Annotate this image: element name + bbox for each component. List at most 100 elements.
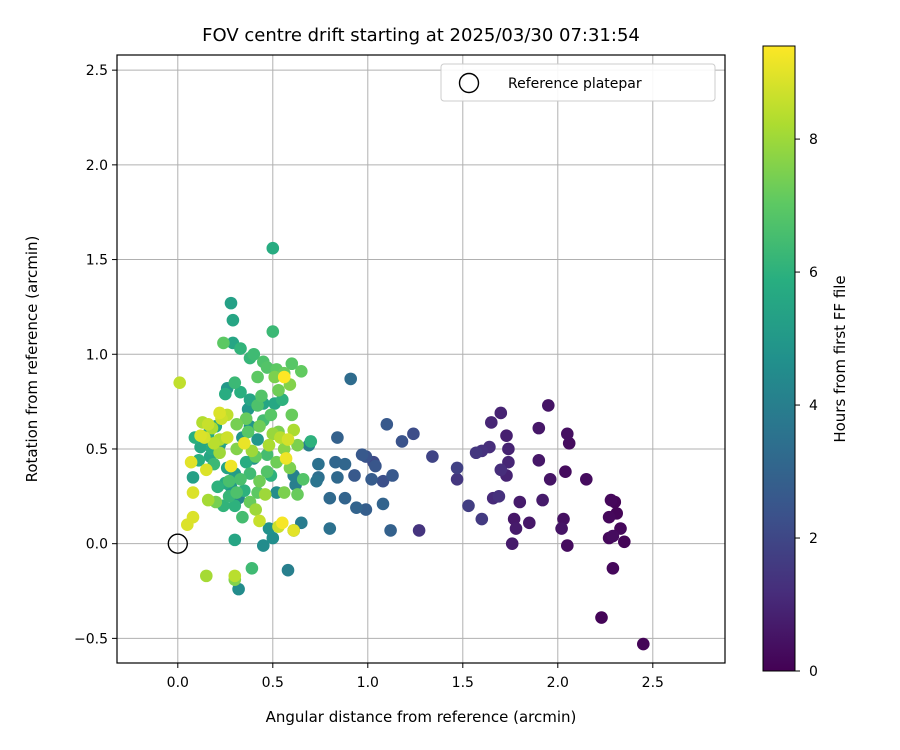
data-point — [279, 452, 293, 465]
data-point — [207, 436, 221, 450]
data-point — [386, 469, 399, 482]
data-point — [338, 491, 352, 505]
data-point — [241, 425, 255, 439]
data-point — [264, 408, 278, 422]
chart-title: FOV centre drift starting at 2025/03/30 … — [202, 25, 640, 46]
colorbar-tick-label: 2 — [809, 531, 818, 547]
data-point — [260, 465, 274, 478]
y-tick-label: 0.0 — [86, 537, 108, 553]
data-point — [450, 472, 464, 486]
data-point — [222, 474, 236, 488]
data-point — [543, 472, 557, 486]
data-point — [226, 313, 240, 327]
data-point — [312, 457, 325, 471]
x-tick-label: 1.5 — [452, 675, 474, 691]
data-point — [492, 490, 506, 503]
data-point — [287, 524, 301, 537]
data-point — [236, 510, 249, 524]
data-point — [281, 563, 295, 577]
data-point — [260, 448, 274, 461]
data-point — [239, 455, 253, 469]
colorbar-tick-label: 6 — [809, 265, 818, 281]
data-point — [426, 450, 439, 463]
data-point — [228, 533, 242, 547]
data-point — [365, 472, 378, 486]
data-point — [329, 455, 342, 469]
y-tick-label: 2.5 — [86, 63, 108, 79]
data-point — [276, 516, 289, 530]
data-point — [384, 524, 397, 537]
data-point — [219, 387, 232, 401]
data-point — [230, 486, 243, 499]
data-point — [296, 472, 310, 486]
data-point — [251, 370, 264, 384]
data-point — [513, 495, 527, 509]
data-point — [494, 406, 508, 420]
data-point — [266, 531, 280, 545]
data-point — [234, 342, 247, 355]
data-point — [291, 488, 304, 501]
data-point — [557, 512, 570, 526]
data-point — [277, 370, 291, 384]
data-point — [502, 442, 515, 456]
data-point — [559, 465, 572, 478]
y-axis-label: Rotation from reference (arcmin) — [23, 236, 41, 483]
data-point — [230, 418, 243, 431]
data-point — [228, 569, 242, 583]
data-point — [507, 512, 521, 526]
colorbar-gradient — [762, 45, 796, 672]
data-point — [350, 501, 363, 514]
y-tick-label: 2.0 — [86, 158, 108, 174]
legend-box — [440, 63, 716, 102]
data-point — [253, 514, 266, 528]
data-point — [272, 383, 285, 397]
data-point — [257, 539, 270, 552]
data-point — [228, 376, 242, 389]
data-point — [234, 385, 247, 399]
data-point — [217, 336, 230, 350]
data-point — [323, 522, 337, 535]
data-point — [359, 503, 373, 516]
reference-platepar-marker — [167, 533, 189, 554]
data-point — [606, 561, 620, 575]
data-point — [369, 459, 382, 473]
data-point — [241, 402, 255, 416]
data-point — [238, 436, 251, 450]
data-point — [606, 529, 620, 543]
data-point — [232, 582, 245, 596]
data-point — [266, 241, 280, 255]
data-point — [380, 418, 394, 431]
data-points — [173, 241, 650, 651]
data-point — [234, 472, 247, 486]
data-point — [602, 510, 616, 524]
data-point — [243, 467, 257, 480]
data-point — [186, 486, 200, 499]
x-tick-label: 2.5 — [642, 675, 664, 691]
colorbar-ticks: 0 2 4 6 8 — [795, 132, 818, 680]
x-axis-label: Angular distance from reference (arcmin) — [266, 708, 577, 726]
data-point — [224, 296, 238, 310]
colorbar-tick-label: 0 — [809, 664, 818, 680]
data-point — [562, 436, 576, 450]
x-tick-label: 0.0 — [167, 675, 189, 691]
data-point — [255, 389, 268, 403]
y-axis-ticks: −0.5 0.0 0.5 1.0 1.5 2.0 2.5 — [74, 63, 117, 647]
data-point — [561, 539, 574, 552]
data-point — [505, 537, 519, 550]
data-point — [618, 535, 631, 549]
data-point — [262, 522, 276, 535]
data-point — [266, 325, 280, 338]
data-point — [509, 522, 523, 535]
data-point — [580, 472, 593, 486]
data-point — [310, 474, 323, 488]
legend: Reference platepar — [440, 63, 716, 102]
data-point — [277, 486, 291, 499]
data-point — [323, 491, 337, 505]
data-point — [277, 442, 291, 456]
legend-label: Reference platepar — [508, 76, 642, 92]
x-axis-ticks: 0.0 0.5 1.0 1.5 2.0 2.5 — [167, 663, 664, 691]
data-point — [475, 512, 489, 526]
data-point — [338, 457, 352, 471]
data-point — [287, 423, 301, 437]
